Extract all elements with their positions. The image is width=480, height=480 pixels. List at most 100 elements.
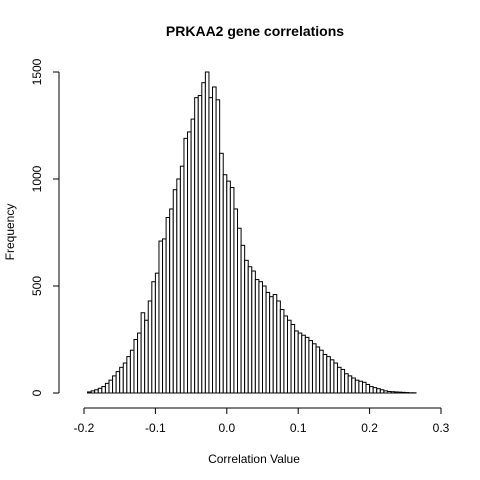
histogram-bar bbox=[220, 153, 224, 393]
histogram-bar bbox=[402, 392, 406, 393]
histogram-bar bbox=[352, 378, 356, 393]
histogram-bar bbox=[152, 282, 156, 393]
y-tick-label: 500 bbox=[30, 276, 44, 296]
histogram-bar bbox=[113, 376, 117, 393]
y-tick-label: 1500 bbox=[30, 58, 44, 85]
histogram-bar bbox=[170, 209, 174, 393]
x-tick-label: 0.0 bbox=[218, 421, 235, 435]
histogram-bar bbox=[130, 350, 134, 393]
histogram-bar bbox=[191, 119, 195, 393]
histogram-bar bbox=[155, 273, 159, 393]
histogram-bar bbox=[345, 374, 349, 393]
histogram-bar bbox=[309, 341, 313, 393]
histogram-bar bbox=[380, 390, 384, 393]
histogram-bar bbox=[195, 98, 199, 393]
histogram-bar bbox=[216, 100, 220, 393]
histogram-bar bbox=[184, 138, 188, 393]
histogram-bar bbox=[248, 267, 252, 393]
histogram-bar bbox=[270, 297, 274, 393]
histogram-bar bbox=[298, 333, 302, 393]
histogram-bar bbox=[241, 245, 245, 393]
histogram-bar bbox=[320, 350, 324, 393]
histogram-bar bbox=[255, 280, 259, 393]
histogram-bar bbox=[109, 380, 113, 393]
histogram-bar bbox=[138, 333, 142, 393]
chart-title: PRKAA2 gene correlations bbox=[166, 23, 344, 39]
histogram-bar bbox=[327, 357, 331, 393]
x-axis: -0.2 -0.1 0.0 0.1 0.2 0.3 bbox=[74, 408, 450, 435]
y-axis-label: Frequency bbox=[3, 204, 17, 261]
histogram-bar bbox=[323, 354, 327, 393]
histogram-bar bbox=[291, 325, 295, 393]
histogram-bar bbox=[180, 166, 184, 393]
histogram-bar bbox=[398, 392, 402, 393]
histogram-bar bbox=[163, 239, 167, 393]
histogram-bar bbox=[273, 295, 277, 393]
histogram-bar bbox=[337, 367, 341, 393]
histogram-bar bbox=[91, 391, 95, 393]
histogram-bar bbox=[280, 310, 284, 393]
x-tick-label: 0.2 bbox=[361, 421, 378, 435]
histogram-bar bbox=[198, 96, 202, 393]
histogram-bar bbox=[377, 389, 381, 393]
histogram-bar bbox=[188, 132, 192, 393]
histogram-bar bbox=[134, 340, 138, 394]
histogram-bar bbox=[330, 360, 334, 393]
histogram-bar bbox=[105, 383, 109, 393]
histogram-bar bbox=[102, 387, 106, 393]
histogram-bar bbox=[355, 380, 359, 393]
histogram-bar bbox=[391, 392, 395, 393]
histogram-bar bbox=[205, 72, 209, 393]
histogram-bar bbox=[287, 320, 291, 393]
histogram-bar bbox=[362, 382, 366, 393]
histogram-bar bbox=[202, 83, 206, 393]
histogram-bar bbox=[263, 286, 267, 393]
histogram-bar bbox=[123, 363, 127, 393]
histogram-bars bbox=[88, 72, 416, 393]
histogram-bar bbox=[120, 367, 124, 393]
histogram-bar bbox=[95, 390, 99, 393]
histogram-bar bbox=[223, 175, 227, 393]
histogram-bar bbox=[209, 98, 213, 393]
histogram-bar bbox=[88, 392, 92, 393]
histogram-bar bbox=[334, 363, 338, 393]
histogram-bar bbox=[341, 369, 345, 393]
x-axis-label: Correlation Value bbox=[208, 452, 300, 466]
histogram-bar bbox=[245, 260, 249, 393]
histogram-bar bbox=[213, 87, 217, 393]
histogram-bar bbox=[173, 190, 177, 393]
x-tick-label: -0.1 bbox=[145, 421, 166, 435]
x-tick-label: -0.2 bbox=[74, 421, 95, 435]
histogram-bar bbox=[238, 228, 242, 393]
histogram-bar bbox=[359, 381, 363, 393]
histogram-bar bbox=[145, 320, 149, 393]
histogram-bar bbox=[316, 347, 320, 393]
histogram-bar bbox=[312, 344, 316, 393]
y-tick-label: 1000 bbox=[30, 165, 44, 192]
histogram-bar bbox=[348, 376, 352, 393]
histogram-bar bbox=[141, 313, 145, 393]
x-tick-label: 0.1 bbox=[290, 421, 307, 435]
histogram-bar bbox=[259, 282, 263, 393]
histogram-bar bbox=[148, 301, 152, 393]
histogram-bar bbox=[387, 392, 391, 394]
histogram-bar bbox=[395, 392, 399, 393]
histogram-bar bbox=[177, 179, 181, 393]
histogram-bar bbox=[302, 335, 306, 393]
histogram-bar bbox=[227, 181, 231, 393]
histogram-bar bbox=[373, 388, 377, 393]
histogram-bar bbox=[98, 388, 102, 393]
histogram-bar bbox=[252, 271, 256, 393]
histogram-bar bbox=[384, 391, 388, 393]
histogram-bar bbox=[366, 384, 370, 393]
histogram-bar bbox=[370, 387, 374, 393]
histogram-bar bbox=[230, 188, 234, 393]
histogram-bar bbox=[266, 292, 270, 393]
x-tick-label: 0.3 bbox=[433, 421, 450, 435]
y-tick-label: 0 bbox=[30, 389, 44, 396]
histogram-bar bbox=[159, 241, 163, 393]
histogram-bar bbox=[234, 209, 238, 393]
histogram-bar bbox=[127, 357, 131, 393]
histogram-bar bbox=[295, 331, 299, 393]
